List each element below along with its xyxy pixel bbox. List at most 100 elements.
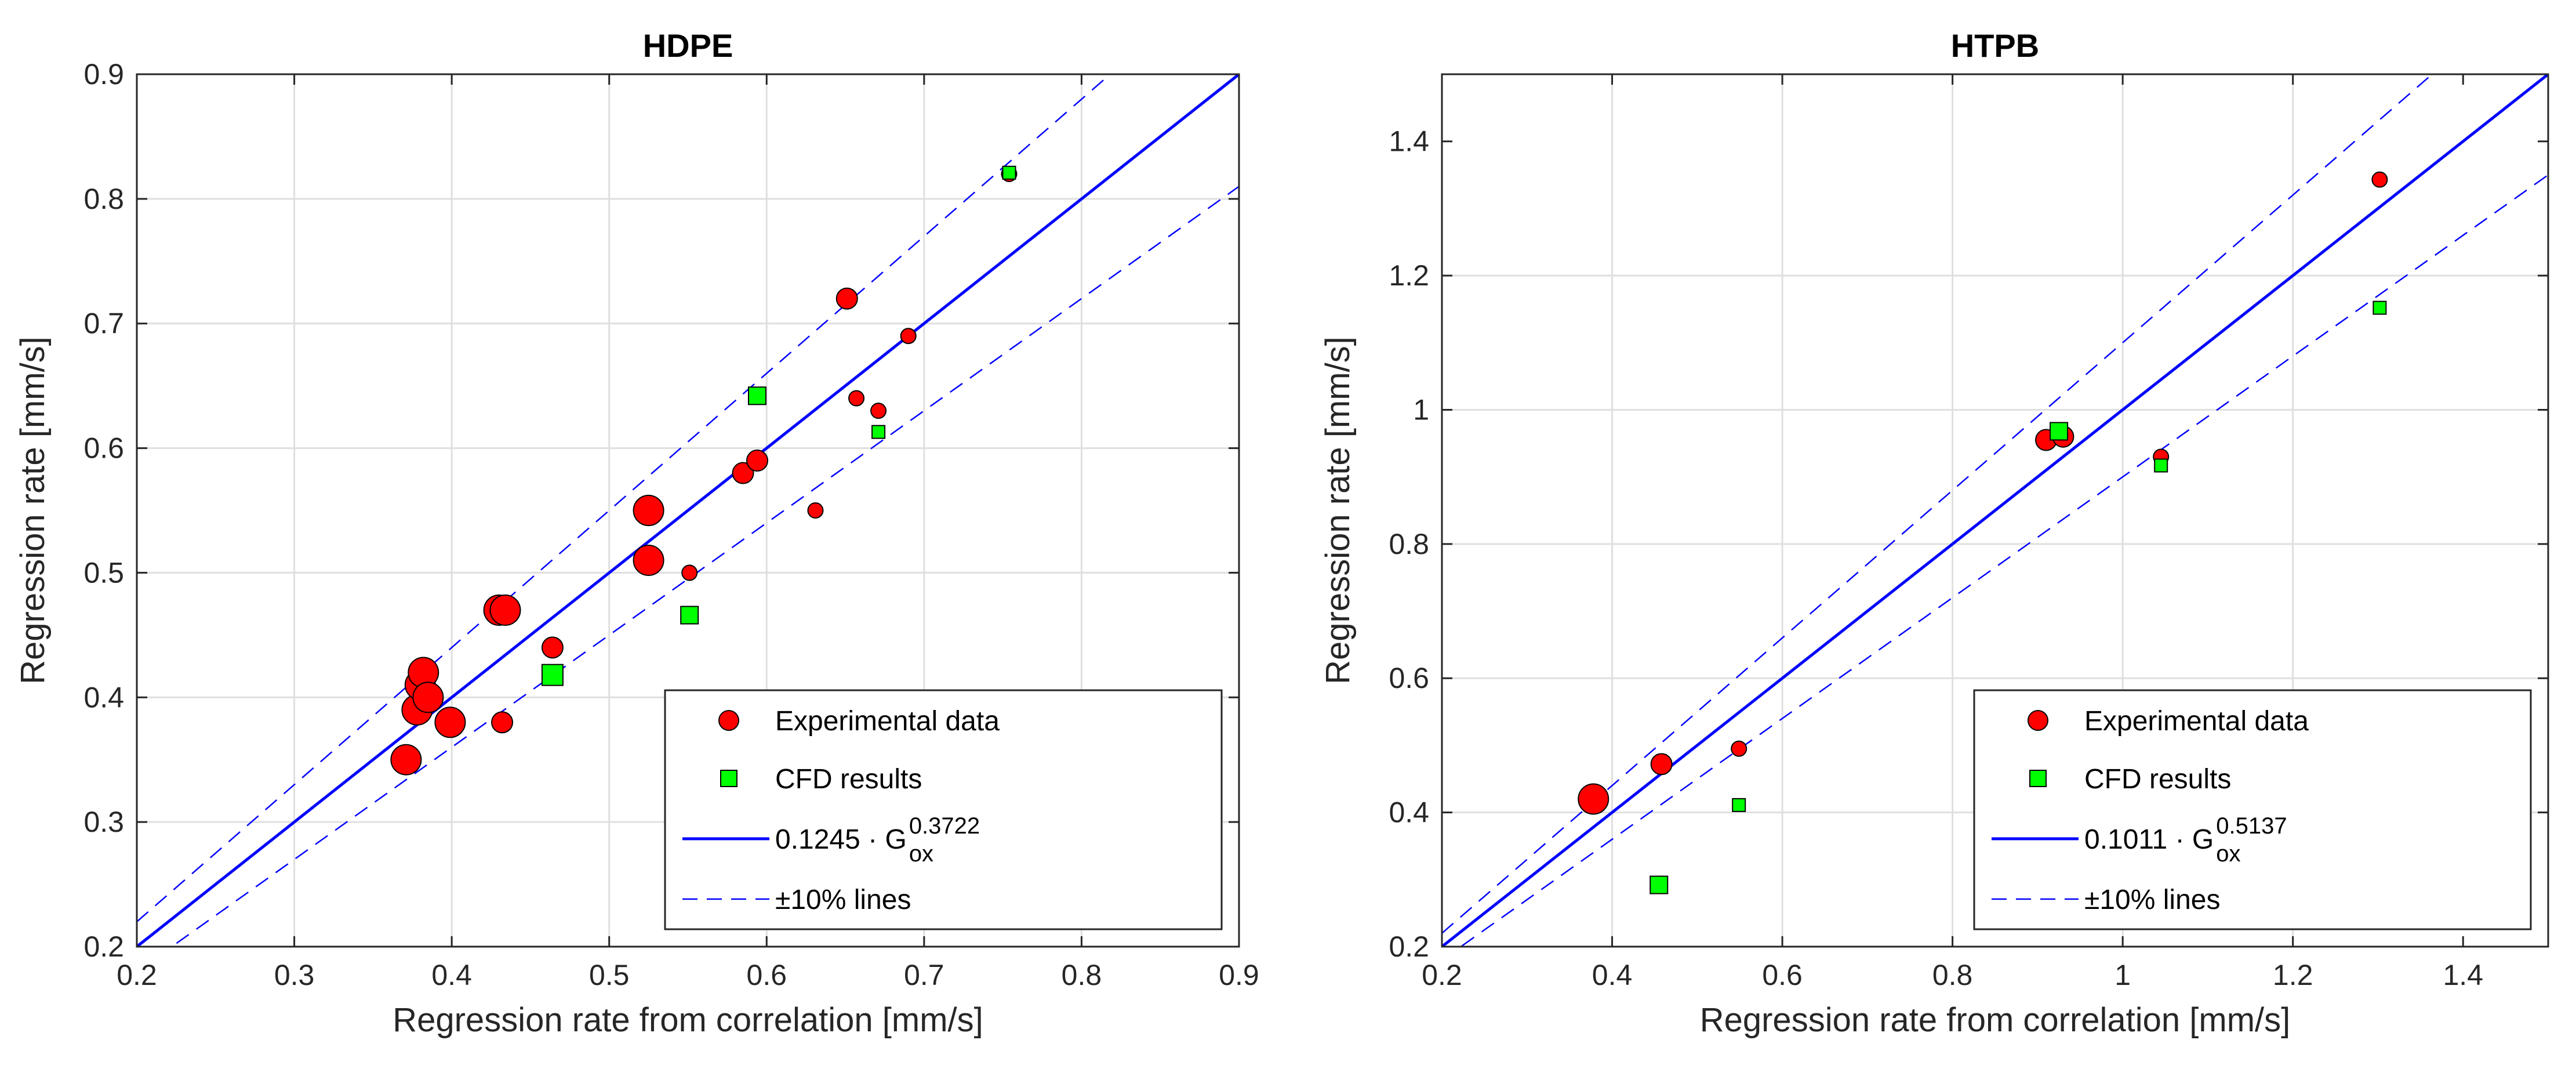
experimental-point (1578, 783, 1609, 815)
y-tick-label: 0.7 (83, 307, 124, 340)
x-tick-label: 0.9 (1219, 959, 1259, 991)
legend-cfd-symbol (2029, 770, 2047, 787)
experimental-point (1650, 753, 1673, 776)
x-axis-label: Regression rate from correlation [mm/s] (1700, 1001, 2291, 1039)
y-tick-label: 0.2 (1389, 930, 1429, 963)
experimental-point (732, 462, 754, 484)
experimental-point (746, 450, 768, 472)
experimental-point (412, 682, 444, 713)
axes-box (1441, 73, 2549, 948)
cfd-point (1732, 798, 1746, 812)
x-tick-label: 1.2 (2273, 959, 2313, 991)
y-tick-label: 0.4 (1389, 796, 1429, 829)
experimental-point (681, 564, 698, 581)
x-tick-label: 0.8 (1062, 959, 1102, 991)
chart-title: HTPB (1951, 27, 2039, 64)
legend-10pct-label: ±10% lines (2084, 885, 2220, 915)
experimental-point (807, 502, 824, 519)
lower-10pct-line (170, 186, 1239, 947)
cfd-point (680, 606, 699, 625)
x-tick-label: 0.5 (589, 959, 630, 991)
upper-10pct-line (1442, 74, 2433, 934)
y-tick-label: 0.9 (83, 58, 124, 90)
grid (137, 74, 1239, 947)
legend-experimental-label: Experimental data (775, 706, 1000, 737)
y-tick-label: 0.8 (83, 183, 124, 215)
y-axis-label: Regression rate [mm/s] (14, 336, 52, 684)
scatter-points (1578, 171, 2388, 894)
chart-title: HDPE (643, 27, 733, 64)
experimental-point (390, 744, 422, 776)
experimental-point (848, 390, 865, 407)
experimental-point (633, 544, 664, 576)
x-tick-label: 0.2 (1422, 959, 1462, 991)
tick-marks (136, 73, 1240, 948)
legend-fit-label: 0.1011 · G 0.5137 ox (2084, 813, 2287, 867)
cfd-point (2372, 300, 2387, 315)
x-tick-label: 0.2 (117, 959, 157, 991)
chart-hdpe: 0.2 0.3 0.4 0.5 0.6 0.7 0.8 0.9 0.2 0.3 0.4 0.5 0.6 0… (14, 27, 1259, 1039)
experimental-point (1731, 740, 1747, 757)
experimental-point (633, 495, 664, 526)
y-tick-label: 0.6 (83, 432, 124, 465)
y-tick-label: 0.3 (83, 806, 124, 838)
experimental-point (434, 707, 466, 738)
y-tick-label: 0.6 (1389, 662, 1429, 694)
axes-box (136, 73, 1240, 948)
legend-experimental-symbol (2028, 710, 2048, 731)
legend-box (664, 689, 1223, 930)
x-tick-label: 0.3 (274, 959, 315, 991)
x-tick-label: 0.6 (747, 959, 787, 991)
experimental-point (491, 711, 514, 734)
scatter-points (390, 165, 1018, 776)
x-tick-label: 1.4 (2443, 959, 2483, 991)
x-tick-label: 0.4 (1592, 959, 1633, 991)
cfd-point (1649, 875, 1669, 894)
experimental-point (489, 594, 521, 626)
experimental-point (835, 287, 858, 310)
y-tick-label: 0.8 (1389, 528, 1429, 560)
y-tick-label: 1.2 (1389, 259, 1429, 292)
cfd-point (1002, 165, 1016, 180)
lower-10pct-line (1459, 174, 2548, 947)
x-tick-label: 0.7 (904, 959, 944, 991)
cfd-point (871, 425, 886, 439)
cfd-point (2050, 422, 2069, 441)
legend-cfd-label: CFD results (775, 764, 922, 795)
fit-lines (137, 74, 1239, 947)
tick-marks (1441, 74, 2548, 948)
x-tick-label: 1 (2114, 959, 2131, 991)
chart-htpb: 0.2 0.4 0.6 0.8 1 1.2 1.4 0.2 0.4 0.6 0.8 1 1.2 1.4 HT… (1319, 27, 2549, 1039)
x-axis-label: Regression rate from correlation [mm/s] (393, 1001, 983, 1039)
legend-fit-subscript: ox (2216, 841, 2240, 867)
legend-fit-subscript: ox (909, 841, 933, 867)
x-tick-label: 0.8 (1932, 959, 1973, 991)
cfd-point (2154, 458, 2168, 473)
legend-fit-exponent: 0.3722 (909, 813, 980, 839)
y-tick-label: 0.2 (83, 930, 124, 963)
fit-lines (1442, 74, 2548, 947)
cfd-point (541, 664, 564, 686)
y-axis-label: Regression rate [mm/s] (1319, 336, 1357, 684)
x-tick-label: 0.6 (1762, 959, 1803, 991)
cfd-point (747, 386, 766, 405)
legend-cfd-symbol (720, 770, 737, 787)
y-tick-label: 1 (1413, 393, 1429, 426)
fit-line (137, 74, 1239, 947)
x-tick-label: 0.4 (431, 959, 472, 991)
legend-experimental-symbol (718, 710, 739, 731)
fit-line (1442, 74, 2548, 947)
legend-cfd-label: CFD results (2084, 764, 2231, 795)
experimental-point (541, 636, 564, 659)
experimental-point (870, 403, 887, 419)
y-tick-label: 0.5 (83, 556, 124, 589)
legend-fit-text: 0.1245 · G (775, 824, 907, 855)
legend-experimental-label: Experimental data (2084, 706, 2309, 737)
legend: Experimental data CFD results 0.1245 · G 0.… (664, 689, 1223, 930)
legend-fit-text: 0.1011 · G (2084, 824, 2214, 855)
legend-fit-label: 0.1245 · G 0.3722 ox (775, 813, 980, 867)
legend-10pct-label: ±10% lines (775, 885, 911, 915)
experimental-point (2371, 171, 2388, 188)
y-tick-label: 0.4 (83, 681, 124, 713)
